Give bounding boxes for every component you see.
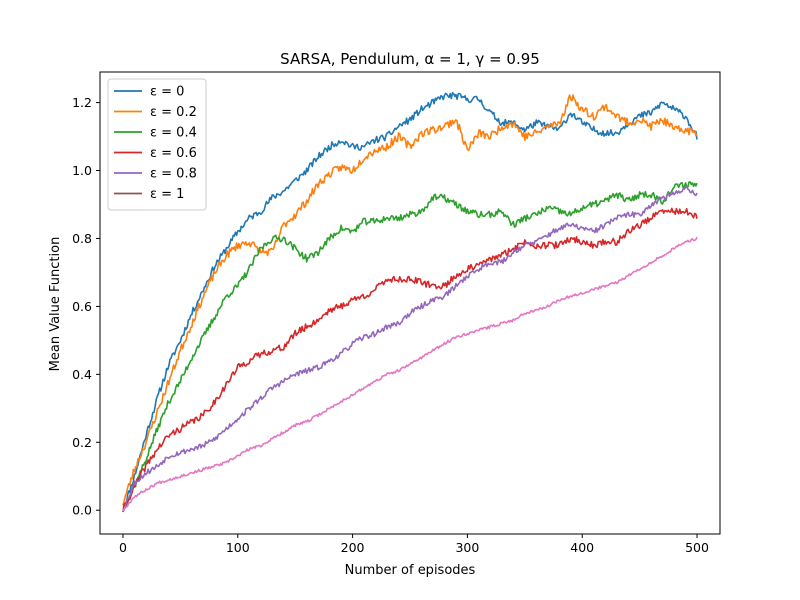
y-tick-label: 0.2 xyxy=(72,435,92,450)
y-tick-label: 0.0 xyxy=(72,503,92,518)
x-tick-label: 0 xyxy=(119,540,127,555)
y-tick-label: 1.2 xyxy=(72,95,92,110)
legend: ε = 0 ε = 0.2 ε = 0.4 ε = 0.6 ε = 0.8 ε = 1 xyxy=(107,78,207,211)
axes: 0 100 200 300 400 500 0.0 0.2 0.4 0.6 0.8 1.0 1.2 xyxy=(72,71,721,555)
x-axis-label: Number of episodes xyxy=(345,563,476,578)
y-tick-label: 0.6 xyxy=(72,299,92,314)
y-tick-label: 0.4 xyxy=(72,367,92,382)
y-axis-label: Mean Value Function xyxy=(48,237,63,372)
x-tick-label: 100 xyxy=(226,540,250,555)
legend-label: ε = 1 xyxy=(150,187,184,202)
legend-label: ε = 0 xyxy=(150,85,184,100)
series-line-3 xyxy=(122,207,698,513)
series-line-4 xyxy=(122,186,698,512)
x-tick-label: 500 xyxy=(685,540,709,555)
y-tick-label: 0.8 xyxy=(72,231,92,246)
series-line-0 xyxy=(122,92,698,513)
x-tick-label: 200 xyxy=(341,540,365,555)
legend-label: ε = 0.2 xyxy=(150,105,197,120)
y-tick-label: 1.0 xyxy=(72,163,92,178)
plot-area xyxy=(122,92,698,513)
chart-title: SARSA, Pendulum, α = 1, γ = 0.95 xyxy=(280,50,540,68)
legend-label: ε = 0.8 xyxy=(150,167,197,182)
series-line-1 xyxy=(122,94,698,506)
x-tick-label: 300 xyxy=(455,540,479,555)
legend-label: ε = 0.4 xyxy=(150,126,197,141)
series-line-6 xyxy=(122,236,698,512)
x-tick-label: 400 xyxy=(570,540,594,555)
axes-frame xyxy=(99,71,721,535)
series-line-2 xyxy=(122,181,698,513)
legend-label: ε = 0.6 xyxy=(150,146,197,161)
